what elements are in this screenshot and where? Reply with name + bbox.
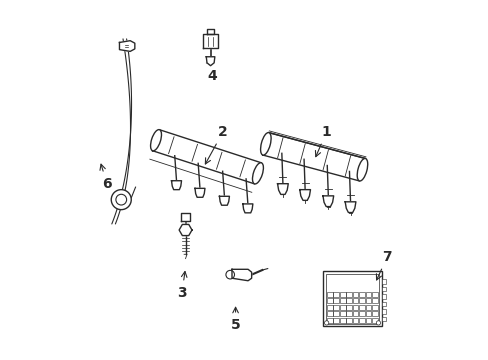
Bar xyxy=(371,311,377,316)
Bar xyxy=(333,305,339,310)
Bar xyxy=(339,298,345,303)
Bar xyxy=(352,318,358,323)
Bar xyxy=(381,317,385,321)
Ellipse shape xyxy=(356,158,367,181)
Bar xyxy=(365,298,370,303)
Polygon shape xyxy=(277,184,288,194)
Polygon shape xyxy=(152,130,261,184)
Bar xyxy=(381,279,385,284)
Ellipse shape xyxy=(252,163,263,184)
Polygon shape xyxy=(179,224,192,235)
Text: 7: 7 xyxy=(376,250,391,280)
Polygon shape xyxy=(243,204,252,213)
Text: 2: 2 xyxy=(205,125,227,164)
Bar xyxy=(358,298,364,303)
Text: 5: 5 xyxy=(230,307,240,332)
Text: 4: 4 xyxy=(206,57,217,84)
Bar xyxy=(381,294,385,298)
Bar xyxy=(358,305,364,310)
Bar xyxy=(371,292,377,297)
Bar xyxy=(346,318,351,323)
Circle shape xyxy=(111,190,131,210)
Polygon shape xyxy=(231,269,251,281)
Bar xyxy=(346,311,351,316)
Bar xyxy=(358,318,364,323)
Circle shape xyxy=(376,321,380,325)
Ellipse shape xyxy=(260,132,270,155)
Polygon shape xyxy=(181,213,189,221)
Text: 6: 6 xyxy=(100,164,112,190)
Bar xyxy=(339,311,345,316)
Polygon shape xyxy=(171,181,181,190)
Polygon shape xyxy=(119,41,135,51)
Bar xyxy=(365,318,370,323)
Polygon shape xyxy=(345,202,355,212)
Bar xyxy=(326,311,332,316)
Bar xyxy=(346,292,351,297)
Bar xyxy=(365,305,370,310)
Bar xyxy=(323,271,381,327)
Bar xyxy=(333,318,339,323)
Polygon shape xyxy=(263,132,365,181)
Polygon shape xyxy=(206,29,214,34)
Text: 3: 3 xyxy=(177,271,186,300)
Polygon shape xyxy=(206,57,214,66)
Bar xyxy=(352,298,358,303)
Polygon shape xyxy=(195,188,204,197)
Bar xyxy=(326,292,332,297)
Bar xyxy=(339,292,345,297)
Polygon shape xyxy=(219,196,229,205)
Bar xyxy=(381,287,385,291)
Bar xyxy=(326,298,332,303)
Bar xyxy=(325,274,378,324)
Bar xyxy=(381,302,385,306)
Text: 1: 1 xyxy=(315,125,331,157)
Circle shape xyxy=(324,321,328,325)
Bar xyxy=(371,305,377,310)
Bar xyxy=(333,292,339,297)
Bar xyxy=(352,305,358,310)
Bar xyxy=(371,298,377,303)
Bar xyxy=(346,305,351,310)
Bar xyxy=(365,311,370,316)
Polygon shape xyxy=(322,196,333,207)
Bar xyxy=(381,309,385,314)
Circle shape xyxy=(225,270,234,279)
Bar xyxy=(358,311,364,316)
Bar xyxy=(358,292,364,297)
Bar xyxy=(339,318,345,323)
Bar xyxy=(339,305,345,310)
Bar xyxy=(333,311,339,316)
Bar xyxy=(326,318,332,323)
Bar xyxy=(352,292,358,297)
Bar xyxy=(333,298,339,303)
Polygon shape xyxy=(203,34,218,48)
Bar xyxy=(371,318,377,323)
Bar xyxy=(352,311,358,316)
Ellipse shape xyxy=(150,130,161,151)
Bar xyxy=(326,305,332,310)
Bar xyxy=(365,292,370,297)
Bar xyxy=(346,298,351,303)
Polygon shape xyxy=(299,190,310,201)
